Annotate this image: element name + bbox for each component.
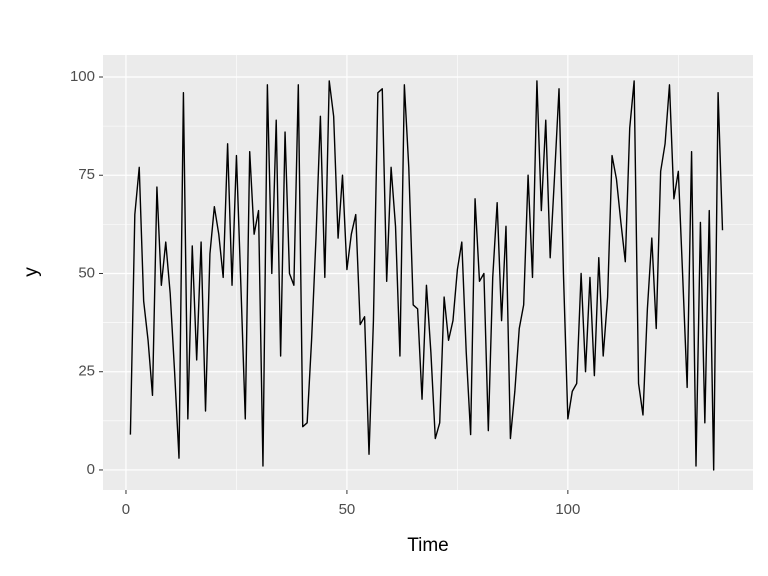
lines bbox=[129, 80, 724, 471]
y-tick-label: 0 bbox=[87, 461, 95, 478]
x-tick-label: 50 bbox=[339, 501, 356, 518]
y-tick-label: 25 bbox=[78, 363, 95, 380]
y-tick-label: 50 bbox=[78, 264, 95, 281]
y-axis-title: y bbox=[21, 267, 42, 277]
x-tick-label: 0 bbox=[122, 501, 130, 518]
y-tick-label: 75 bbox=[78, 166, 95, 183]
panel bbox=[103, 55, 753, 490]
x-axis-title: Time bbox=[407, 535, 449, 556]
data-line bbox=[129, 80, 724, 471]
x-tick-label: 100 bbox=[555, 501, 580, 518]
axes: 0 25 50 75 100 0 50 100 bbox=[70, 68, 580, 518]
grid bbox=[103, 55, 753, 490]
y-tick-label: 100 bbox=[70, 68, 95, 85]
